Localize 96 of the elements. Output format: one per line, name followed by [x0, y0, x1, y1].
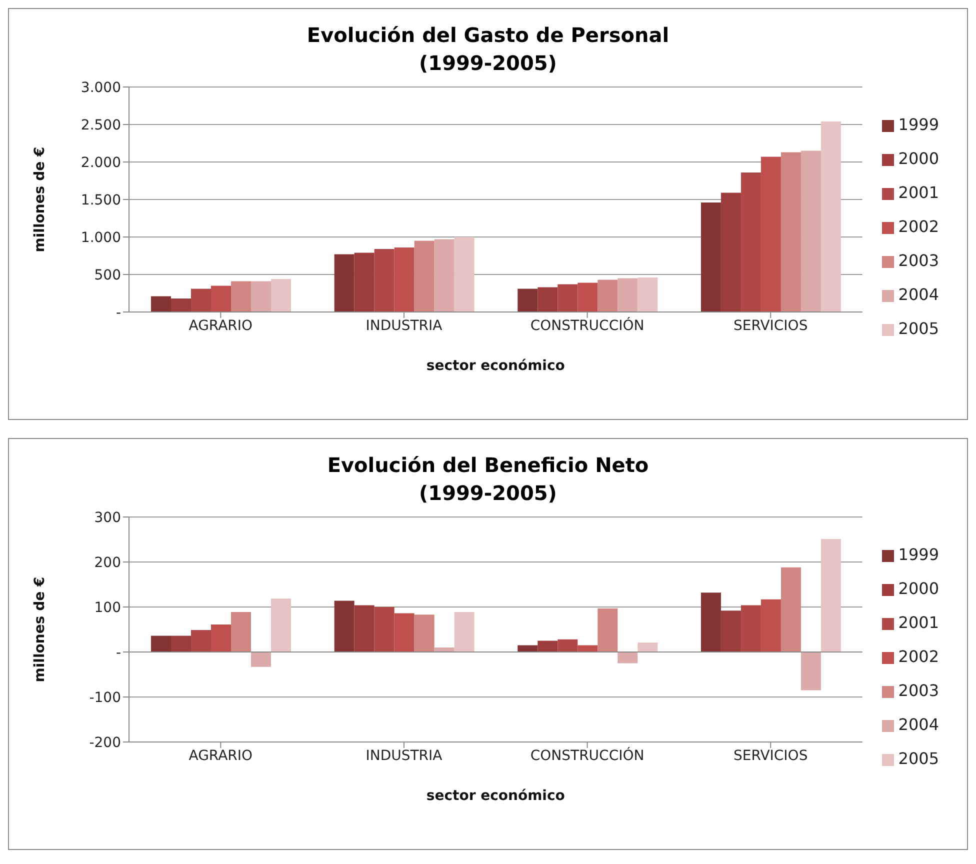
- bar: [191, 288, 211, 312]
- bar: [374, 607, 394, 652]
- bar: [578, 282, 598, 312]
- y-tick-label: 300: [94, 510, 121, 526]
- bar: [518, 288, 538, 312]
- bar: [454, 237, 474, 312]
- bar: [414, 240, 434, 312]
- bar: [191, 630, 211, 652]
- bar: [700, 592, 721, 652]
- x-tick-label: AGRARIO: [188, 748, 253, 764]
- bar: [598, 280, 618, 312]
- bar: [271, 279, 291, 312]
- chart-title: Evolución del Gasto de Personal: [306, 22, 670, 49]
- chart-subtitle: (1999-2005): [418, 50, 558, 77]
- bar: [251, 281, 271, 312]
- x-axis-title: sector económico: [426, 358, 566, 374]
- legend-label: 2003: [898, 681, 939, 700]
- legend-label: 2000: [898, 579, 939, 598]
- bar: [394, 248, 414, 312]
- bar: [598, 608, 618, 652]
- bar: [414, 614, 434, 652]
- bar: [800, 150, 821, 312]
- x-axis-title: sector económico: [426, 788, 566, 804]
- x-tick-label: CONSTRUCCIÓN: [530, 316, 644, 334]
- x-tick-label: CONSTRUCCIÓN: [530, 746, 644, 764]
- legend-label: 2003: [898, 251, 939, 270]
- legend-label: 1999: [898, 115, 939, 134]
- bar: [334, 254, 354, 312]
- legend-label: 2002: [898, 217, 939, 236]
- bar: [394, 613, 414, 652]
- legend-label: 2000: [898, 149, 939, 168]
- bar: [638, 278, 658, 312]
- bar: [454, 612, 474, 652]
- bar: [271, 598, 291, 652]
- x-tick-label: INDUSTRIA: [366, 318, 443, 334]
- bar: [760, 156, 781, 312]
- bar: [231, 281, 251, 312]
- bar: [558, 284, 578, 312]
- legend-label: 2002: [898, 647, 939, 666]
- bar: [720, 192, 741, 312]
- bar: [211, 286, 231, 312]
- bar: [538, 287, 558, 312]
- legend-label: 2001: [898, 183, 939, 202]
- legend-label: 2005: [898, 319, 939, 338]
- legend-label: 2004: [898, 715, 939, 734]
- bar: [434, 239, 454, 312]
- bar: [820, 539, 841, 652]
- bar: [618, 278, 638, 312]
- bar: [211, 624, 231, 652]
- bar: [251, 652, 271, 667]
- y-axis-title: millones de €: [32, 146, 48, 252]
- y-tick-label: 500: [94, 267, 121, 284]
- y-axis-title: millones de €: [32, 576, 48, 682]
- y-tick-label: 2.000: [80, 154, 121, 171]
- bar: [374, 249, 394, 312]
- y-tick-label: -: [116, 304, 121, 321]
- y-tick-label: 2.500: [80, 117, 121, 134]
- legend-label: 2001: [898, 613, 939, 632]
- bar: [354, 605, 374, 652]
- bar: [151, 296, 171, 312]
- bar: [538, 640, 558, 652]
- bar: [760, 599, 781, 652]
- y-tick-label: -200: [89, 734, 121, 751]
- bar: [334, 600, 354, 652]
- bar: [171, 298, 191, 312]
- y-tick-label: 200: [94, 554, 121, 571]
- chart-title: Evolución del Beneficio Neto: [326, 452, 650, 479]
- y-tick-label: 1.000: [80, 230, 121, 246]
- bar: [780, 152, 801, 312]
- bar: [740, 172, 761, 312]
- y-tick-label: 100: [94, 600, 121, 616]
- bar: [171, 636, 191, 652]
- bar: [231, 612, 251, 652]
- legend-label: 2004: [898, 285, 939, 304]
- legend-label: 2005: [898, 749, 939, 768]
- bar: [151, 636, 171, 652]
- x-tick-label: AGRARIO: [188, 318, 253, 334]
- y-tick-label: -: [116, 644, 121, 661]
- bar: [700, 202, 721, 312]
- bar: [638, 642, 658, 652]
- bar: [354, 252, 374, 312]
- bar: [740, 605, 761, 652]
- legend-label: 1999: [898, 545, 939, 564]
- y-tick-label: -100: [89, 690, 121, 706]
- y-tick-label: 3.000: [80, 80, 121, 96]
- x-tick-label: INDUSTRIA: [366, 748, 443, 764]
- bar: [800, 652, 821, 690]
- x-tick-label: SERVICIOS: [734, 318, 808, 334]
- x-tick-label: SERVICIOS: [734, 748, 808, 764]
- bar: [820, 122, 841, 312]
- bar: [780, 567, 801, 652]
- bar: [618, 652, 638, 664]
- chart-subtitle: (1999-2005): [418, 480, 558, 507]
- bar: [558, 639, 578, 652]
- bar: [720, 610, 741, 652]
- y-tick-label: 1.500: [80, 192, 121, 208]
